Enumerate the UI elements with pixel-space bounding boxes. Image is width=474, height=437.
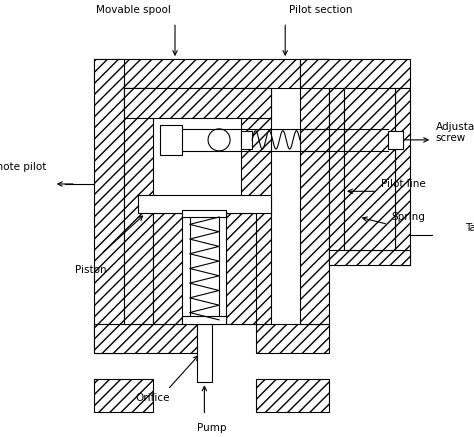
Bar [182,210,227,217]
Text: Tank: Tank [465,223,474,233]
Text: Spring: Spring [392,212,426,222]
Bar [153,213,182,323]
Bar [182,316,227,323]
Bar [197,323,212,382]
Bar [94,378,153,412]
Text: Pilot line: Pilot line [381,179,426,189]
Bar [124,88,153,323]
Bar [124,88,271,118]
Bar [190,213,219,323]
Text: Remote pilot
line: Remote pilot line [0,162,46,184]
Bar [300,59,410,88]
Text: Pump: Pump [197,423,227,433]
Bar [300,59,329,323]
Text: Orifice: Orifice [136,393,170,403]
Text: Piston: Piston [75,265,106,275]
Text: Movable spool: Movable spool [96,5,171,15]
Bar [94,59,329,88]
Bar [256,323,329,353]
Text: Pilot section: Pilot section [289,5,352,15]
Bar [94,323,197,353]
Bar [329,88,344,265]
Bar [241,131,252,149]
Text: Adjustable
screw: Adjustable screw [436,122,474,143]
Bar [388,131,403,149]
Bar [256,378,329,412]
Bar [138,195,271,213]
Bar [344,88,395,250]
Bar [241,88,271,323]
Bar [395,88,410,265]
Bar [329,250,410,265]
Bar [160,125,182,155]
Bar [94,59,124,353]
Bar [227,213,256,323]
